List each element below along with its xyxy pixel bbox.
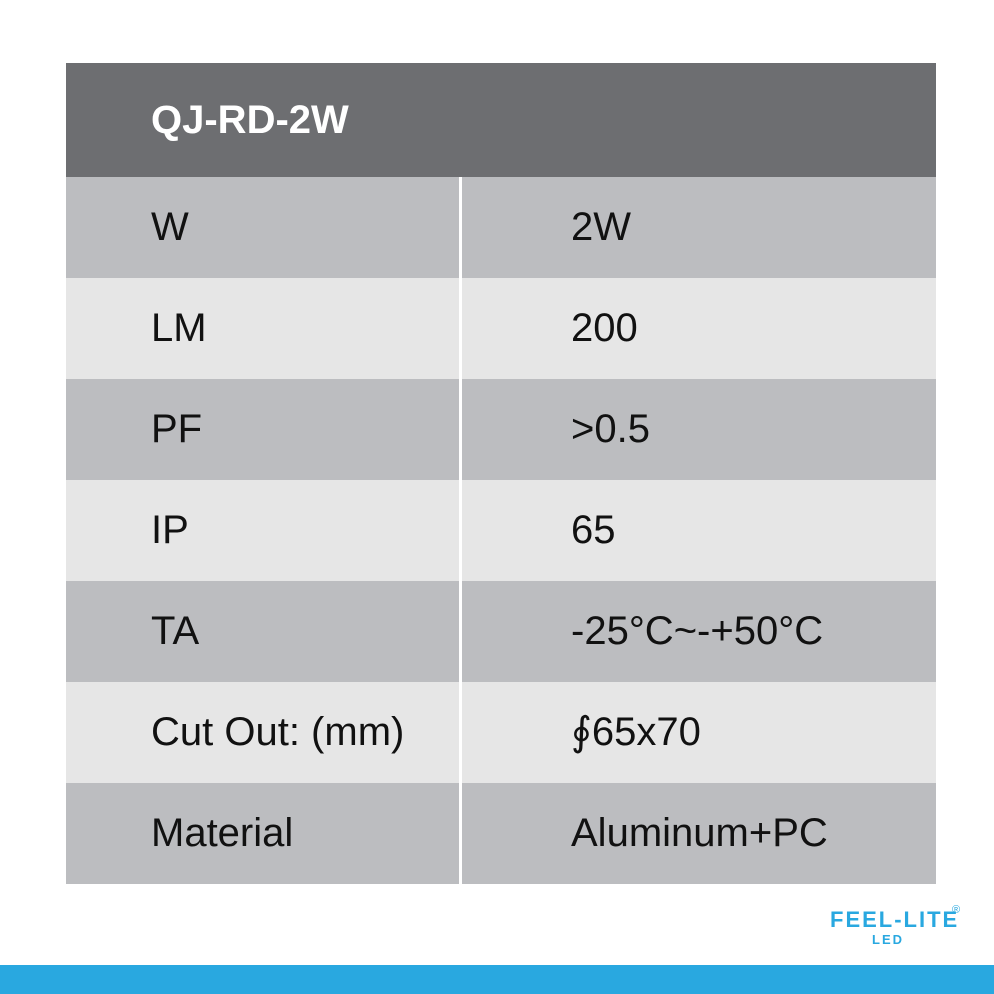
spec-value: 200 (571, 306, 638, 350)
spec-label: W (151, 205, 189, 249)
spec-label: Cut Out: (mm) (151, 710, 405, 754)
logo-brand: FEEL-LITE (830, 907, 960, 932)
table-header: QJ-RD-2W (66, 63, 936, 177)
spec-value: -25°C~-+50°C (571, 609, 824, 653)
header-title: QJ-RD-2W (151, 98, 349, 142)
table-row: LM 200 (66, 278, 936, 379)
table-row: W 2W (66, 177, 936, 278)
table-row: TA -25°C~-+50°C (66, 581, 936, 682)
spec-label: PF (151, 407, 203, 451)
spec-label: LM (151, 306, 207, 350)
column-divider (459, 177, 462, 884)
spec-label: IP (151, 508, 189, 552)
spec-value: >0.5 (571, 407, 650, 451)
logo: FEEL-LITE LED ® (830, 905, 970, 950)
spec-label: Material (151, 811, 294, 855)
logo-sub: LED (872, 932, 904, 947)
table-row: PF >0.5 (66, 379, 936, 480)
spec-value: 65 (571, 508, 616, 552)
table-row: Cut Out: (mm) ∮65x70 (66, 682, 936, 783)
spec-value: Aluminum+PC (571, 811, 828, 855)
spec-value: ∮65x70 (571, 710, 701, 754)
table-row: Material Aluminum+PC (66, 783, 936, 884)
spec-label: TA (151, 609, 200, 653)
table-row: IP 65 (66, 480, 936, 581)
logo-mark: ® (952, 904, 961, 916)
footer-bar (0, 965, 994, 994)
spec-value: 2W (571, 205, 631, 249)
